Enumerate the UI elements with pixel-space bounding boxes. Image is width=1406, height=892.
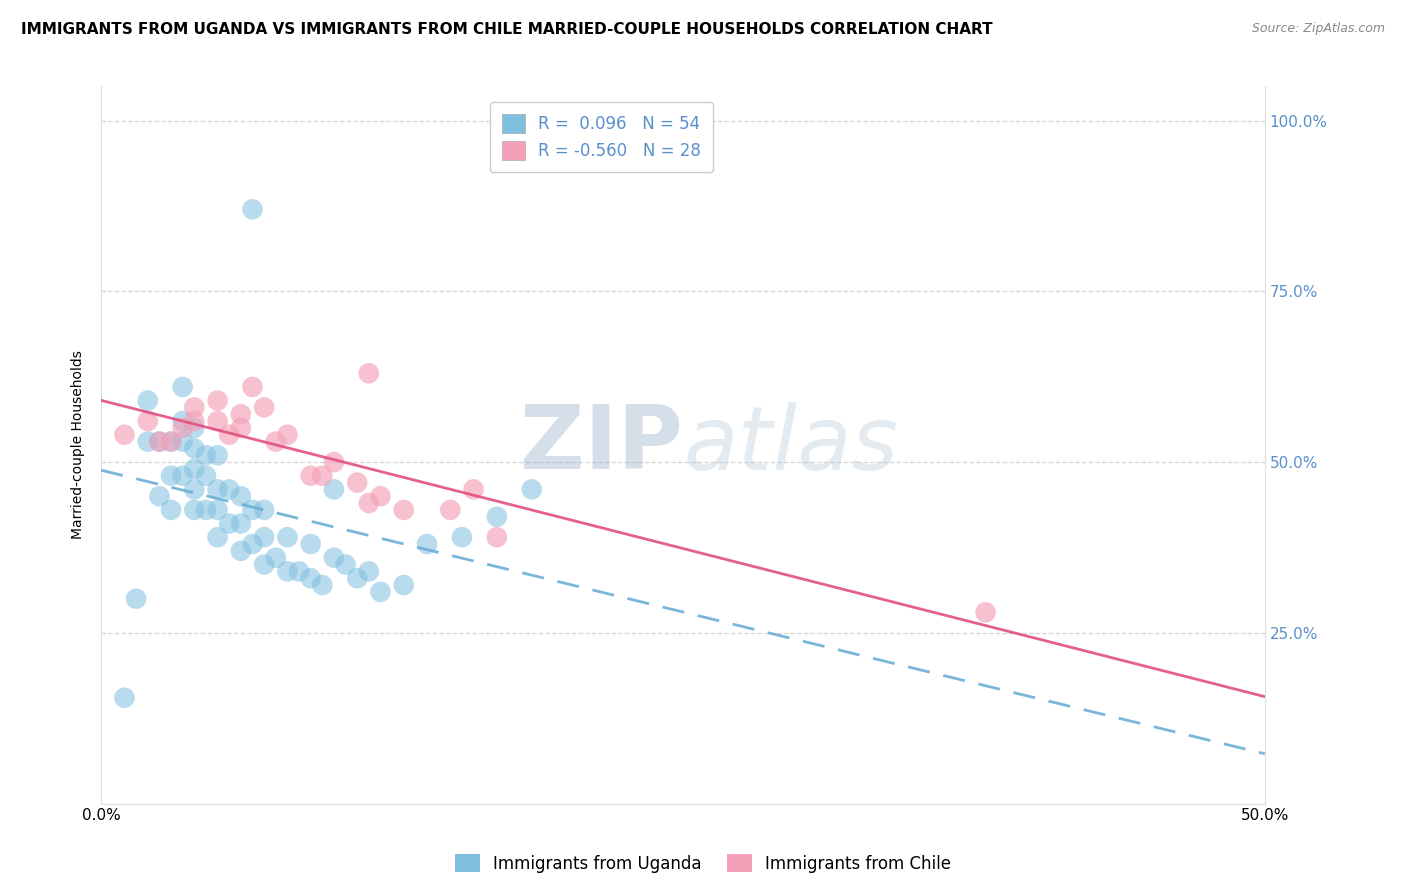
Point (114, 690, 136, 705)
Point (288, 565, 311, 579)
Point (183, 401, 205, 415)
Point (323, 455, 346, 469)
Point (439, 503, 461, 517)
Point (264, 434, 287, 449)
Text: atlas: atlas (683, 402, 898, 488)
Point (194, 468, 217, 483)
Text: IMMIGRANTS FROM UGANDA VS IMMIGRANTS FROM CHILE MARRIED-COUPLE HOUSEHOLDS CORREL: IMMIGRANTS FROM UGANDA VS IMMIGRANTS FRO… (21, 22, 993, 37)
Point (194, 448, 217, 462)
Point (207, 483, 229, 497)
Point (207, 448, 229, 462)
Point (276, 530, 298, 544)
Point (172, 468, 194, 483)
Point (183, 442, 205, 456)
Text: Source: ZipAtlas.com: Source: ZipAtlas.com (1251, 22, 1385, 36)
Point (136, 393, 159, 408)
Point (114, 427, 136, 442)
Point (136, 414, 159, 428)
Point (218, 483, 240, 497)
Point (183, 421, 205, 435)
Point (207, 393, 229, 408)
Point (229, 421, 252, 435)
Point (357, 496, 380, 510)
Point (520, 483, 543, 497)
Point (323, 550, 346, 565)
Point (183, 503, 205, 517)
Point (451, 530, 474, 544)
Point (392, 578, 415, 592)
Point (218, 516, 240, 531)
Point (242, 202, 264, 217)
Point (229, 489, 252, 503)
Point (485, 530, 508, 544)
Point (148, 489, 170, 503)
Point (485, 509, 508, 524)
Point (148, 434, 170, 449)
Point (370, 489, 392, 503)
Point (207, 414, 229, 428)
Point (299, 468, 322, 483)
Point (183, 483, 205, 497)
Point (172, 421, 194, 435)
Point (160, 503, 183, 517)
Point (253, 558, 276, 572)
Point (207, 530, 229, 544)
Point (194, 503, 217, 517)
Legend: Immigrants from Uganda, Immigrants from Chile: Immigrants from Uganda, Immigrants from … (449, 847, 957, 880)
Point (346, 571, 368, 585)
Point (335, 558, 357, 572)
Text: ZIP: ZIP (520, 401, 683, 489)
Point (229, 544, 252, 558)
Point (299, 571, 322, 585)
Point (264, 550, 287, 565)
Point (218, 427, 240, 442)
Point (311, 468, 333, 483)
Point (392, 503, 415, 517)
Point (323, 483, 346, 497)
Point (207, 503, 229, 517)
Point (229, 516, 252, 531)
Legend: R =  0.096   N = 54, R = -0.560   N = 28: R = 0.096 N = 54, R = -0.560 N = 28 (491, 102, 713, 172)
Point (416, 537, 439, 551)
Point (463, 483, 485, 497)
Point (148, 434, 170, 449)
Point (974, 605, 997, 619)
Point (311, 578, 333, 592)
Point (160, 434, 183, 449)
Point (276, 565, 298, 579)
Point (253, 401, 276, 415)
Point (253, 503, 276, 517)
Point (242, 503, 264, 517)
Point (242, 380, 264, 394)
Point (125, 591, 148, 606)
Point (299, 537, 322, 551)
Point (276, 427, 298, 442)
Point (253, 530, 276, 544)
Point (357, 366, 380, 380)
Point (242, 537, 264, 551)
Point (160, 468, 183, 483)
Point (357, 565, 380, 579)
Point (136, 434, 159, 449)
Point (346, 475, 368, 490)
Point (370, 585, 392, 599)
Point (172, 434, 194, 449)
Point (172, 380, 194, 394)
Point (172, 414, 194, 428)
Point (229, 407, 252, 421)
Point (160, 434, 183, 449)
Y-axis label: Married-couple Households: Married-couple Households (72, 351, 86, 540)
Point (183, 414, 205, 428)
Point (183, 462, 205, 476)
